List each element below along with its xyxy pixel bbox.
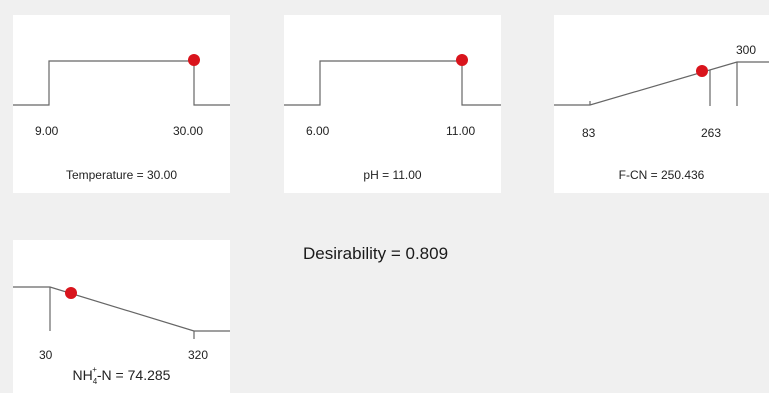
- fcn-mid-tick: 263: [701, 126, 722, 140]
- fcn-desirability-curve: [554, 61, 769, 106]
- nh4n-caption-superscript: +: [92, 365, 97, 374]
- temperature-high-tick: 30.00: [173, 124, 204, 138]
- fcn-caption: F-CN = 250.436: [618, 168, 705, 182]
- nh4n-desirability-curve: [13, 286, 230, 339]
- temperature-caption: Temperature = 30.00: [65, 168, 178, 182]
- nh4n-high-tick: 320: [188, 348, 209, 362]
- nh4n-caption: NH4 +-N = 74.285: [13, 365, 230, 386]
- ph-low-tick: 6.00: [306, 124, 330, 138]
- ph-caption: pH = 11.00: [363, 168, 422, 182]
- fcn-high-tick: 300: [736, 43, 757, 57]
- ph-desirability-curve: [284, 54, 501, 106]
- nh4n-low-tick: 30: [39, 348, 53, 362]
- fcn-desirability-panel: 83 263 300 F-CN = 250.436: [554, 15, 769, 193]
- ph-high-tick: 11.00: [446, 124, 476, 138]
- nh4n-desirability-panel: 30 320 NH4 +-N = 74.285: [13, 240, 230, 393]
- temperature-low-tick: 9.00: [35, 124, 59, 138]
- temperature-setting-marker[interactable]: [188, 54, 200, 66]
- nh4n-caption-prefix: NH: [72, 367, 93, 383]
- ph-desirability-panel: 6.00 11.00 pH = 11.00: [284, 15, 501, 193]
- fcn-setting-marker[interactable]: [696, 65, 708, 77]
- temperature-desirability-panel: 9.00 30.00 Temperature = 30.00: [13, 15, 230, 193]
- nh4n-caption-subscript: 4: [92, 377, 98, 386]
- nh4n-caption-suffix: -N = 74.285: [96, 367, 171, 383]
- temperature-desirability-curve: [13, 54, 230, 106]
- overall-desirability-value: Desirability = 0.809: [303, 244, 449, 263]
- ph-setting-marker[interactable]: [456, 54, 468, 66]
- nh4n-setting-marker[interactable]: [65, 287, 77, 299]
- fcn-low-tick: 83: [582, 126, 596, 140]
